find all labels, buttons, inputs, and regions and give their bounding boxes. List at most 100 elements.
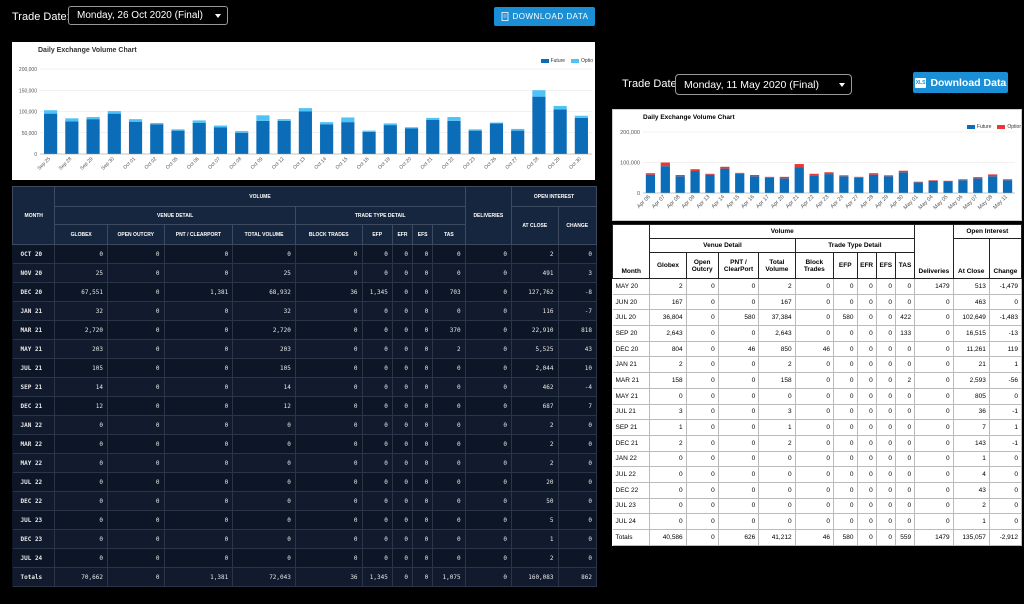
cell-block-trades: 0 bbox=[795, 404, 835, 421]
bar-future bbox=[362, 131, 376, 154]
cell-block-trades: 0 bbox=[295, 358, 363, 378]
x-tick-label: Apr 28 bbox=[859, 194, 875, 210]
cell-change: 0 bbox=[558, 453, 598, 473]
cell-globex: 2,720 bbox=[54, 320, 108, 340]
bar-option bbox=[690, 169, 700, 172]
cell-change: 862 bbox=[558, 567, 598, 587]
cell-pnt: 1,381 bbox=[164, 567, 234, 587]
x-tick-label: May 05 bbox=[932, 194, 949, 211]
cell-pnt: 0 bbox=[718, 435, 760, 452]
cell-open-outcry: 0 bbox=[686, 356, 719, 374]
bar-future bbox=[192, 122, 206, 154]
cell-change: -7 bbox=[558, 301, 598, 321]
bar-option bbox=[869, 173, 879, 175]
cell-block-trades: 0 bbox=[295, 320, 363, 340]
cell-deliveries: 0 bbox=[914, 309, 954, 327]
cell-efr: 0 bbox=[857, 435, 877, 452]
cell-open-outcry: 0 bbox=[107, 263, 165, 283]
cell-open-outcry: 0 bbox=[107, 339, 165, 359]
bar-future bbox=[824, 174, 834, 193]
th-pnt: PNT / CLEARPORT bbox=[163, 224, 234, 245]
bar-future bbox=[532, 96, 546, 154]
cell-tas: 2 bbox=[432, 339, 466, 359]
x-tick-label: Oct 15 bbox=[335, 156, 350, 171]
cell-at-close: 50 bbox=[511, 491, 559, 511]
cell-at-close: 127,762 bbox=[511, 282, 559, 302]
cell-deliveries: 0 bbox=[465, 301, 513, 321]
cell-efs: 0 bbox=[876, 529, 896, 546]
cell-efp: 0 bbox=[833, 482, 858, 499]
cell-month: JUL 21 bbox=[612, 404, 651, 421]
table-row: JUL 22 0 0 0 0 0 0 0 0 0 0 20 0 bbox=[12, 472, 598, 492]
cell-efr: 0 bbox=[392, 244, 414, 264]
cell-block-trades: 0 bbox=[295, 472, 363, 492]
table-row: JUL 21 105 0 0 105 0 0 0 0 0 0 2,044 10 bbox=[12, 358, 598, 378]
table-row: JUL 23 0 0 0 0 0 0 0 0 0 0 5 0 bbox=[12, 510, 598, 530]
th-pnt-2: PNT / ClearPort bbox=[717, 252, 760, 279]
cell-pnt: 0 bbox=[164, 396, 234, 416]
cell-tas: 0 bbox=[895, 498, 916, 515]
cell-deliveries: 0 bbox=[465, 282, 513, 302]
table-row: DEC 22 0 0 0 0 0 0 0 0 0 0 43 0 bbox=[612, 482, 1023, 499]
cell-total-volume: 2 bbox=[758, 278, 796, 295]
cell-efs: 0 bbox=[412, 548, 434, 568]
table-row: JAN 21 32 0 0 32 0 0 0 0 0 0 116 -7 bbox=[12, 301, 598, 321]
cell-efs: 0 bbox=[412, 529, 434, 549]
cell-tas: 0 bbox=[432, 263, 466, 283]
cell-efp: 0 bbox=[833, 294, 858, 311]
cell-change: 1 bbox=[989, 356, 1023, 374]
y-tick-label: 150,000 bbox=[19, 88, 37, 94]
cell-change: 43 bbox=[558, 339, 598, 359]
cell-month: MAY 20 bbox=[612, 278, 651, 295]
cell-pnt: 0 bbox=[164, 548, 234, 568]
x-tick-label: Oct 21 bbox=[420, 156, 435, 171]
cell-efs: 0 bbox=[876, 356, 896, 374]
bar-option bbox=[277, 119, 291, 121]
cell-pnt: 46 bbox=[718, 341, 760, 358]
cell-block-trades: 0 bbox=[795, 435, 835, 452]
trade-date-select-2[interactable]: Monday, 11 May 2020 (Final) bbox=[675, 74, 852, 95]
x-tick-label: Oct 29 bbox=[547, 156, 562, 171]
cell-pnt: 0 bbox=[164, 377, 234, 397]
cell-open-outcry: 0 bbox=[107, 472, 165, 492]
bar-future bbox=[404, 128, 419, 154]
cell-efs: 0 bbox=[876, 309, 896, 327]
cell-open-outcry: 0 bbox=[107, 567, 165, 587]
bar-future bbox=[675, 176, 685, 193]
cell-at-close: 513 bbox=[953, 278, 990, 295]
cell-deliveries: 0 bbox=[465, 244, 513, 264]
cell-tas: 0 bbox=[432, 244, 466, 264]
cell-tas: 0 bbox=[895, 341, 916, 358]
cell-month: JUL 23 bbox=[612, 498, 651, 515]
cell-pnt: 0 bbox=[718, 325, 760, 342]
table-row: DEC 21 2 0 0 2 0 0 0 0 0 0 143 -1 bbox=[612, 435, 1023, 452]
cell-open-outcry: 0 bbox=[107, 244, 165, 264]
th-volume-2: Volume bbox=[649, 224, 916, 239]
bar-option bbox=[660, 162, 670, 167]
trade-date-select[interactable]: Monday, 26 Oct 2020 (Final) bbox=[68, 6, 228, 25]
cell-efs: 0 bbox=[412, 339, 434, 359]
bar-future bbox=[749, 176, 760, 193]
th-trade-type-2: Trade Type Detail bbox=[794, 238, 916, 253]
cell-deliveries: 0 bbox=[465, 263, 513, 283]
cell-efs: 0 bbox=[412, 320, 434, 340]
bar-option bbox=[86, 117, 100, 120]
cell-open-outcry: 0 bbox=[686, 341, 719, 358]
cell-deliveries: 0 bbox=[465, 358, 513, 378]
download-data-button[interactable]: DOWNLOAD DATA bbox=[494, 7, 595, 26]
bar-future bbox=[794, 167, 804, 193]
download-data-button-2[interactable]: XLS Download Data bbox=[913, 72, 1008, 93]
cell-tas: 370 bbox=[432, 320, 466, 340]
cell-efs: 0 bbox=[876, 325, 896, 342]
x-tick-label: Sep 25 bbox=[37, 156, 53, 172]
x-tick-label: Apr 27 bbox=[844, 194, 860, 210]
cell-month: JUL 22 bbox=[12, 472, 56, 492]
cell-deliveries: 1479 bbox=[914, 529, 954, 546]
cell-efr: 0 bbox=[857, 294, 877, 311]
x-tick-label: Apr 20 bbox=[770, 194, 786, 210]
cell-pnt: 0 bbox=[164, 434, 234, 454]
bar-option bbox=[468, 129, 482, 131]
cell-efr: 0 bbox=[392, 358, 414, 378]
cell-tas: 2 bbox=[895, 372, 916, 389]
bar-option bbox=[779, 176, 789, 179]
